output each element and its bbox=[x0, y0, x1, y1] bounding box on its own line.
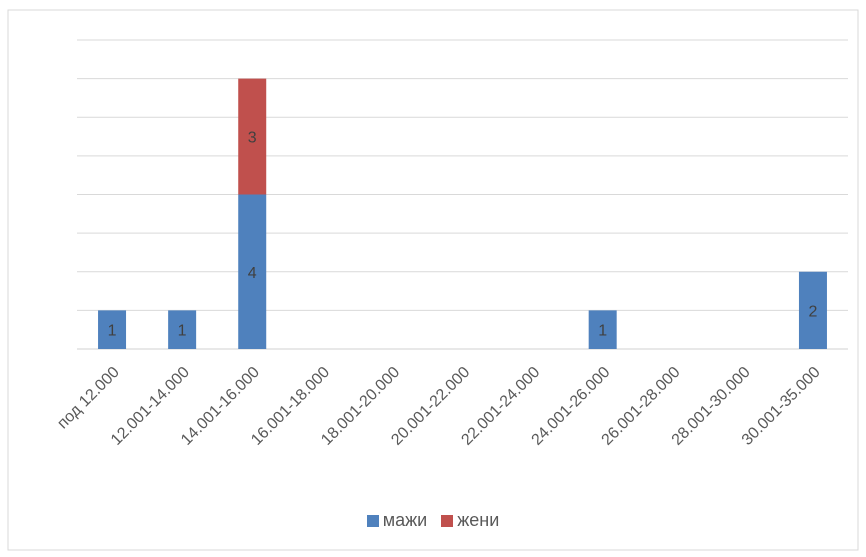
bar-male-10 bbox=[798, 271, 827, 349]
legend-label-female: жени bbox=[457, 510, 500, 530]
bar-male-0 bbox=[98, 310, 127, 349]
bar-female-2 bbox=[238, 78, 267, 195]
data-label: 2 bbox=[809, 303, 818, 320]
bars-group: 1 1 4 3 1 2 bbox=[98, 78, 827, 349]
grid-lines bbox=[77, 39, 848, 350]
data-label: 3 bbox=[248, 130, 257, 147]
data-label: 1 bbox=[178, 323, 187, 340]
legend: мажи жени bbox=[0, 510, 866, 531]
legend-label-male: мажи bbox=[382, 510, 428, 530]
bar-male-7 bbox=[588, 310, 617, 349]
bar-male-1 bbox=[168, 310, 197, 349]
legend-item-female: жени bbox=[441, 510, 499, 531]
legend-swatch-male bbox=[366, 514, 379, 527]
data-label: 1 bbox=[598, 323, 607, 340]
bar-male-2 bbox=[238, 194, 267, 349]
legend-item-male: мажи bbox=[366, 510, 428, 531]
legend-swatch-female bbox=[441, 514, 454, 527]
data-label: 1 bbox=[108, 323, 117, 340]
chart-border bbox=[7, 9, 859, 551]
data-label: 4 bbox=[248, 265, 257, 282]
